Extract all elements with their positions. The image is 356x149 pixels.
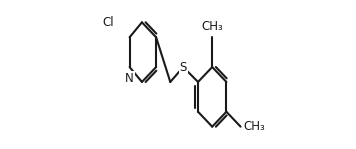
Text: Cl: Cl xyxy=(102,16,114,29)
Text: N: N xyxy=(125,72,134,84)
Text: S: S xyxy=(179,60,187,74)
Text: CH₃: CH₃ xyxy=(244,120,265,133)
Text: CH₃: CH₃ xyxy=(201,20,223,33)
